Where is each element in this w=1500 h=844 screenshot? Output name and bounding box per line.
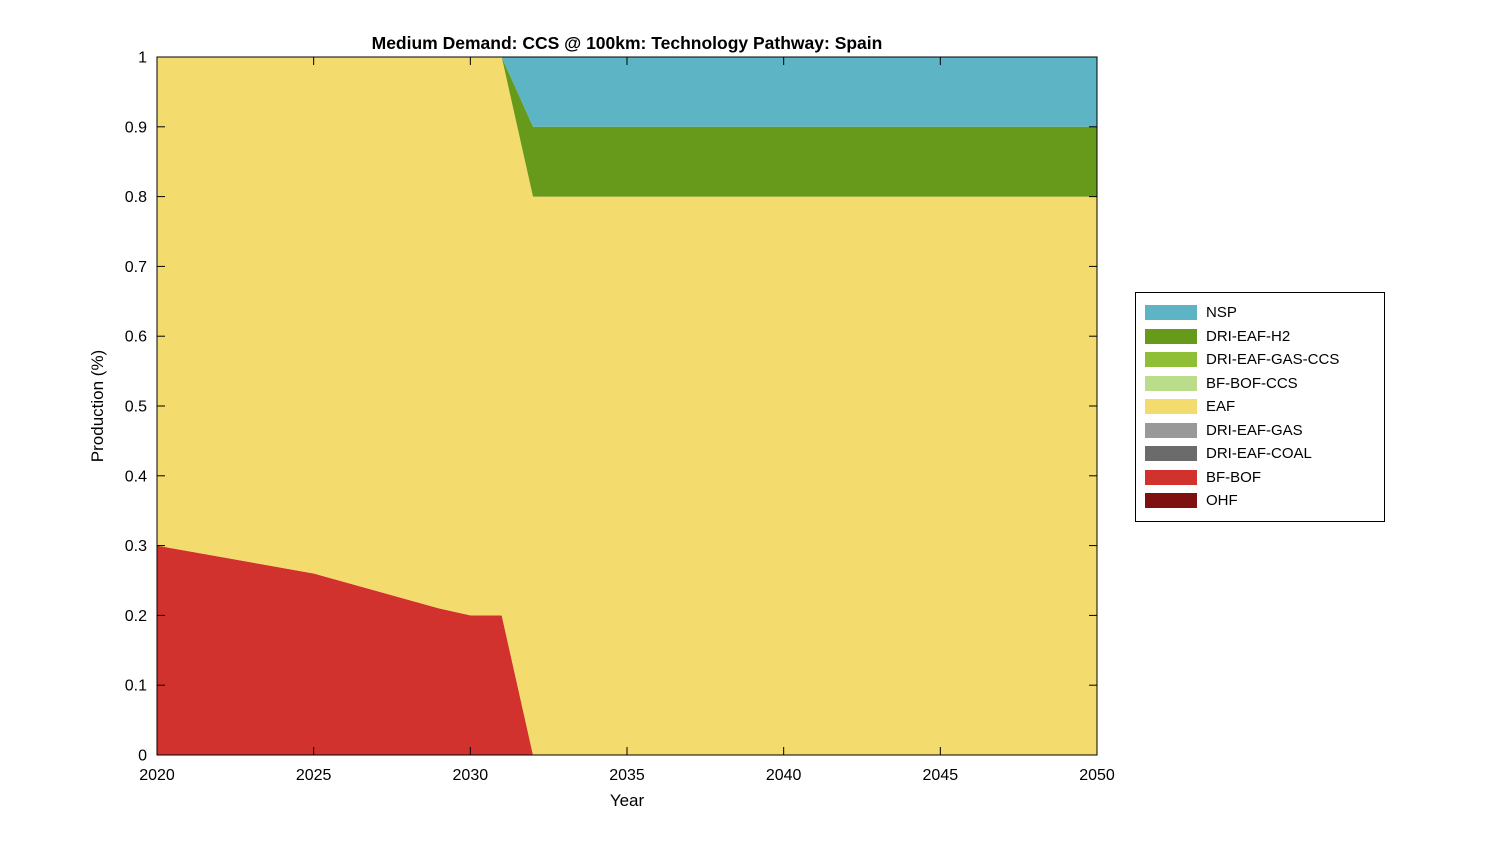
- legend-item: BF-BOF: [1145, 466, 1384, 490]
- legend-item: BF-BOF-CCS: [1145, 372, 1384, 396]
- x-tick-label: 2025: [296, 767, 332, 784]
- y-tick-label: 0: [138, 748, 147, 765]
- legend-label: EAF: [1206, 398, 1236, 416]
- legend-label: NSP: [1206, 304, 1237, 322]
- x-tick-label: 2030: [453, 767, 489, 784]
- y-tick-label: 0.6: [125, 329, 147, 346]
- legend-swatch: [1145, 493, 1197, 509]
- y-tick-label: 0.1: [125, 678, 147, 695]
- legend-swatch: [1145, 399, 1197, 415]
- y-tick-label: 0.8: [125, 189, 147, 206]
- legend-label: DRI-EAF-H2: [1206, 327, 1291, 345]
- legend-label: DRI-EAF-COAL: [1206, 445, 1312, 463]
- area-series-BF-BOF: [157, 545, 1097, 755]
- y-tick-label: 0.9: [125, 119, 147, 136]
- legend-item: DRI-EAF-GAS: [1145, 419, 1384, 443]
- x-tick-label: 2045: [923, 767, 959, 784]
- x-tick-label: 2050: [1079, 767, 1115, 784]
- legend-swatch: [1145, 352, 1197, 368]
- legend-item: NSP: [1145, 301, 1384, 325]
- legend-swatch: [1145, 305, 1197, 321]
- legend-item: DRI-EAF-GAS-CCS: [1145, 348, 1384, 372]
- y-tick-label: 0.5: [125, 399, 147, 416]
- legend-item: DRI-EAF-COAL: [1145, 442, 1384, 466]
- legend-label: BF-BOF-CCS: [1206, 374, 1298, 392]
- legend-label: BF-BOF: [1206, 468, 1261, 486]
- legend-swatch: [1145, 375, 1197, 391]
- y-tick-label: 0.2: [125, 608, 147, 625]
- legend-swatch: [1145, 446, 1197, 462]
- x-tick-label: 2020: [139, 767, 175, 784]
- legend-label: OHF: [1206, 492, 1238, 510]
- chart-title: Medium Demand: CCS @ 100km: Technology P…: [371, 33, 883, 53]
- area-series-EAF: [157, 57, 1097, 755]
- legend-swatch: [1145, 422, 1197, 438]
- area-series-NSP: [157, 57, 1097, 127]
- legend-swatch: [1145, 328, 1197, 344]
- y-tick-label: 0.3: [125, 538, 147, 555]
- legend-label: DRI-EAF-GAS-CCS: [1206, 351, 1340, 369]
- y-tick-label: 0.7: [125, 259, 147, 276]
- x-tick-label: 2040: [766, 767, 802, 784]
- legend-item: OHF: [1145, 489, 1384, 513]
- y-axis-label: Production (%): [88, 349, 107, 463]
- legend-item: EAF: [1145, 395, 1384, 419]
- legend-item: DRI-EAF-H2: [1145, 325, 1384, 349]
- y-tick-label: 1: [138, 50, 147, 67]
- x-tick-label: 2035: [609, 767, 645, 784]
- legend-swatch: [1145, 469, 1197, 485]
- legend-label: DRI-EAF-GAS: [1206, 421, 1303, 439]
- y-tick-label: 0.4: [125, 468, 147, 485]
- x-axis-label: Year: [609, 791, 645, 810]
- legend: NSP DRI-EAF-H2 DRI-EAF-GAS-CCS BF-BOF-CCS EA…: [1135, 292, 1385, 522]
